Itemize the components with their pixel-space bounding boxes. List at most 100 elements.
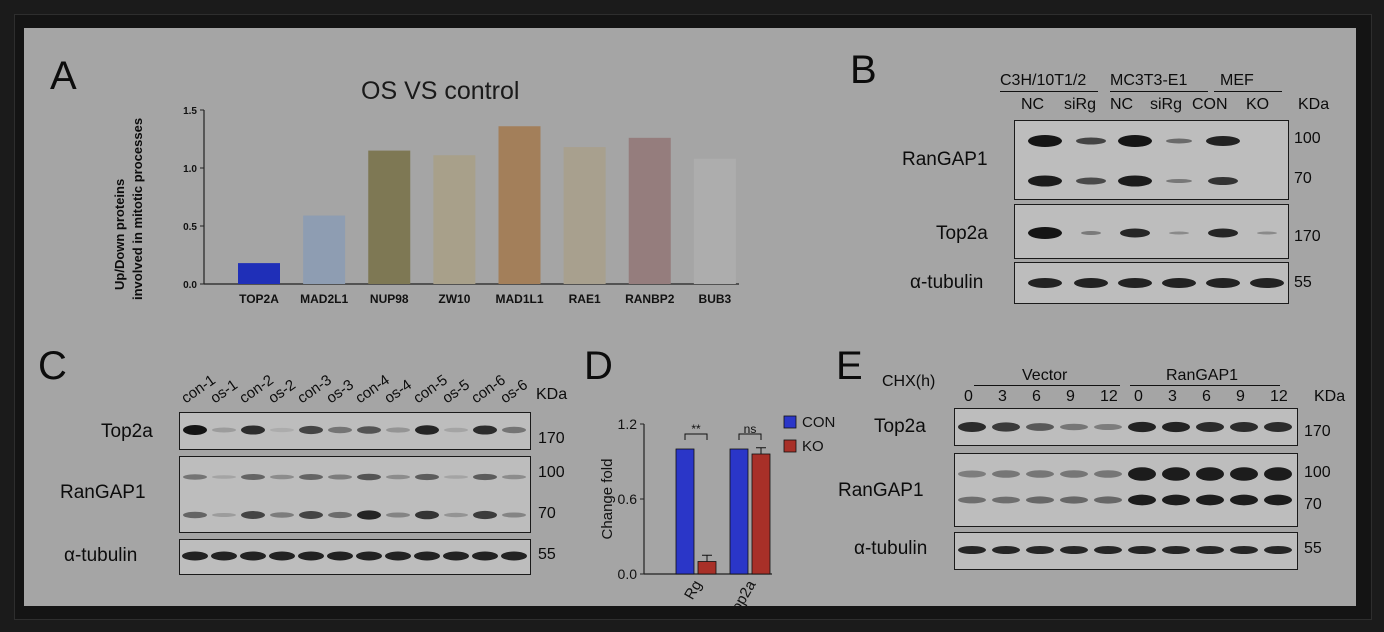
c-band-top2a bbox=[473, 425, 497, 435]
e-band-rangap1-100 bbox=[1162, 467, 1190, 481]
e-band-rangap1-100 bbox=[1196, 467, 1224, 481]
d-y-tick-label: 0.6 bbox=[618, 491, 638, 507]
panel-b-lane-6: KO bbox=[1246, 96, 1270, 113]
a-x-tick-label: NUP98 bbox=[370, 292, 409, 306]
e-band-rangap1-100 bbox=[958, 470, 986, 478]
c-band-rangap1-70 bbox=[299, 511, 323, 519]
panel-b-group-line-2 bbox=[1110, 91, 1208, 92]
c-band-top2a bbox=[212, 427, 236, 433]
c-band-rangap1-70 bbox=[386, 512, 410, 518]
c-band-rangap1-100 bbox=[299, 474, 323, 480]
c-band-rangap1-70 bbox=[502, 512, 526, 518]
e-band-top2a bbox=[992, 422, 1020, 432]
a-x-tick-label: MAD2L1 bbox=[300, 292, 348, 306]
panel-b-letter: B bbox=[850, 48, 877, 92]
panel-e-mw-170: 170 bbox=[1304, 423, 1331, 440]
e-band-rangap1-70 bbox=[1264, 494, 1292, 506]
panel-e-blot-rangap1 bbox=[954, 453, 1298, 527]
panel-c-mw-55: 55 bbox=[538, 546, 556, 563]
c-band-top2a bbox=[328, 426, 352, 434]
panel-e-mw-100: 100 bbox=[1304, 464, 1331, 481]
e-band-tubulin bbox=[1094, 546, 1122, 554]
c-band-tubulin bbox=[327, 551, 353, 561]
e-band-rangap1-70 bbox=[1162, 494, 1190, 506]
panel-e-blot-tubulin bbox=[954, 532, 1298, 570]
panel-b-lane-3: NC bbox=[1110, 96, 1134, 113]
panel-b-blot-tubulin bbox=[1014, 262, 1289, 304]
e-band-tubulin bbox=[1264, 546, 1292, 554]
panel-b-lane-5: CON bbox=[1192, 96, 1228, 113]
c-band-rangap1-100 bbox=[270, 474, 294, 480]
c-band-rangap1-100 bbox=[415, 473, 439, 481]
a-bar-zw10 bbox=[433, 155, 476, 284]
c-band-tubulin bbox=[298, 551, 324, 561]
d-legend-swatch-ko bbox=[783, 439, 797, 453]
panel-e-kda-label: KDa bbox=[1314, 388, 1346, 405]
c-band-top2a bbox=[299, 425, 323, 435]
a-bar-ranbp2 bbox=[628, 137, 671, 284]
a-y-tick-label: 1.0 bbox=[183, 164, 197, 175]
d-bar-con-top2a bbox=[729, 448, 749, 575]
c-band-top2a bbox=[241, 425, 265, 435]
panel-e-lane-5: 12 bbox=[1100, 388, 1118, 405]
d-significance-label: ns bbox=[744, 422, 757, 436]
e-band-rangap1-100 bbox=[1230, 467, 1258, 481]
a-x-tick-label: BUB3 bbox=[699, 292, 732, 306]
c-band-top2a bbox=[183, 425, 207, 435]
e-band-rangap1-70 bbox=[992, 496, 1020, 504]
panel-b-lane-4: siRg bbox=[1150, 96, 1183, 113]
d-significance-bracket bbox=[684, 433, 708, 440]
panel-c-blot-tubulin bbox=[179, 539, 531, 575]
panel-e-mw-70: 70 bbox=[1304, 496, 1322, 513]
c-band-rangap1-100 bbox=[328, 474, 352, 480]
c-band-rangap1-100 bbox=[183, 474, 207, 480]
e-band-top2a bbox=[958, 422, 986, 432]
d-bar-con-rg bbox=[675, 448, 695, 575]
c-band-tubulin bbox=[443, 551, 469, 561]
panel-e-group-line-vector bbox=[974, 385, 1120, 386]
panel-b-mw-70: 70 bbox=[1294, 170, 1312, 187]
e-band-rangap1-100 bbox=[1094, 470, 1122, 478]
c-band-rangap1-70 bbox=[270, 512, 294, 518]
c-band-rangap1-100 bbox=[212, 475, 236, 479]
panel-e-treatment-label: CHX(h) bbox=[882, 373, 936, 390]
panel-e-group-line-rangap1 bbox=[1130, 385, 1280, 386]
panel-b-row-label-top2a: Top2a bbox=[936, 223, 988, 244]
c-band-rangap1-70 bbox=[183, 511, 207, 519]
c-band-tubulin bbox=[211, 551, 237, 561]
e-band-top2a bbox=[1094, 423, 1122, 431]
panel-e-row-label-top2a: Top2a bbox=[874, 416, 926, 437]
e-band-rangap1-100 bbox=[1060, 470, 1088, 478]
panel-e-lane-10: 12 bbox=[1270, 388, 1288, 405]
c-band-tubulin bbox=[240, 551, 266, 561]
e-band-top2a bbox=[1060, 423, 1088, 431]
a-x-tick-label: ZW10 bbox=[438, 292, 470, 306]
d-x-tick-label: Top2a bbox=[724, 577, 759, 606]
e-band-rangap1-70 bbox=[1060, 496, 1088, 504]
panel-b-mw-55: 55 bbox=[1294, 274, 1312, 291]
panel-c-blot-top2a bbox=[179, 412, 531, 450]
e-band-tubulin bbox=[958, 546, 986, 554]
panel-b-row-label-tubulin: α-tubulin bbox=[910, 272, 984, 293]
panel-e-lane-3: 6 bbox=[1032, 388, 1041, 405]
a-y-tick-label: 1.5 bbox=[183, 106, 197, 117]
d-bar-ko-rg bbox=[697, 561, 717, 575]
d-significance-label: ** bbox=[691, 422, 701, 436]
c-band-top2a bbox=[357, 426, 381, 434]
panel-e-lane-4: 9 bbox=[1066, 388, 1075, 405]
e-band-rangap1-70 bbox=[1094, 496, 1122, 504]
panel-b-blot-top2a bbox=[1014, 204, 1289, 259]
panel-e-lane-2: 3 bbox=[998, 388, 1007, 405]
panel-a-ylabel-line2: involved in mitotic processes bbox=[130, 117, 145, 300]
c-band-top2a bbox=[386, 427, 410, 433]
c-band-tubulin bbox=[385, 551, 411, 561]
panel-e-lane-1: 0 bbox=[964, 388, 973, 405]
c-band-rangap1-70 bbox=[444, 512, 468, 518]
c-band-rangap1-100 bbox=[473, 473, 497, 481]
panel-e-lane-6: 0 bbox=[1134, 388, 1143, 405]
panel-a-title: OS VS control bbox=[361, 77, 520, 105]
e-band-rangap1-70 bbox=[1128, 494, 1156, 506]
e-band-rangap1-100 bbox=[1128, 467, 1156, 481]
e-band-tubulin bbox=[992, 546, 1020, 554]
e-band-top2a bbox=[1128, 421, 1156, 433]
